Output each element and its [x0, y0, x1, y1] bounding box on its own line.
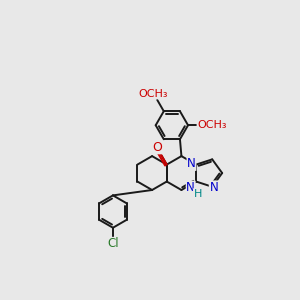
Text: O: O: [153, 141, 163, 154]
Text: OCH₃: OCH₃: [139, 89, 168, 99]
Text: Cl: Cl: [107, 237, 119, 250]
Text: N: N: [209, 181, 218, 194]
Text: N: N: [187, 157, 196, 170]
Text: N: N: [186, 181, 195, 194]
Text: OCH₃: OCH₃: [197, 120, 227, 130]
Text: H: H: [194, 189, 202, 199]
